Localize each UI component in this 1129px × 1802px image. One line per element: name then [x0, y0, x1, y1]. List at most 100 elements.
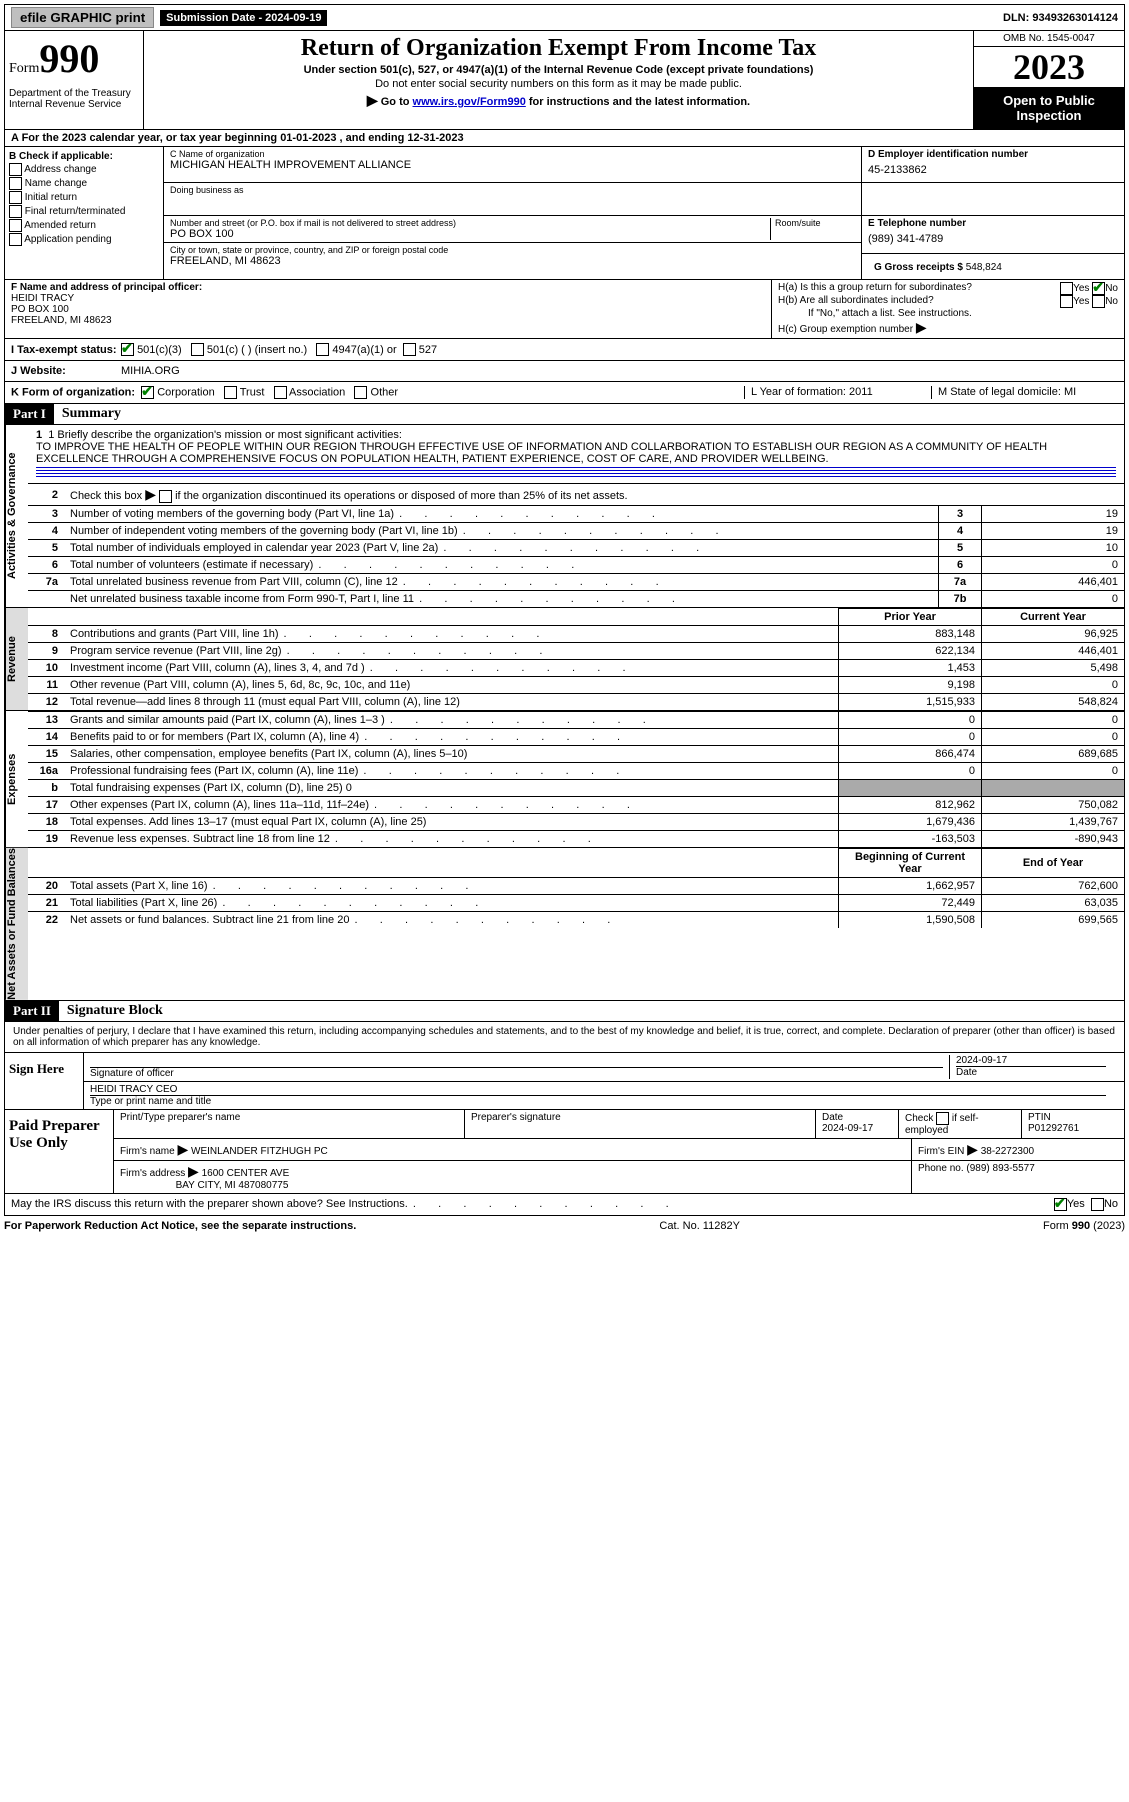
subtitle-1: Under section 501(c), 527, or 4947(a)(1)… — [148, 64, 969, 76]
website-value: MIHIA.ORG — [121, 365, 180, 377]
line-2: Check this box ▶ if the organization dis… — [62, 484, 1124, 506]
part-1-header: Part I Summary — [4, 404, 1125, 425]
street-address: PO BOX 100 — [170, 228, 770, 240]
row-j-website: J Website: MIHIA.ORG — [4, 361, 1125, 382]
prep-date: 2024-09-17 — [822, 1123, 873, 1134]
ptin: P01292761 — [1028, 1123, 1079, 1134]
section-net-assets: Net Assets or Fund Balances Beginning of… — [4, 848, 1125, 1001]
page-footer: For Paperwork Reduction Act Notice, see … — [4, 1216, 1125, 1236]
chk-initial-return[interactable]: Initial return — [9, 191, 159, 204]
chk-association[interactable] — [274, 386, 287, 399]
col-prior-year: Prior Year — [839, 609, 982, 626]
line-16b: Total fundraising expenses (Part IX, col… — [62, 780, 839, 797]
line-7b: Net unrelated business taxable income fr… — [62, 591, 939, 608]
chk-501c3[interactable] — [121, 343, 134, 356]
irs-discuss-row: May the IRS discuss this return with the… — [4, 1194, 1125, 1216]
chk-self-employed[interactable]: Check if self-employed — [905, 1113, 979, 1136]
subtitle-2: Do not enter social security numbers on … — [148, 78, 969, 90]
officer-name: HEIDI TRACY — [11, 293, 74, 304]
col-beginning: Beginning of Current Year — [839, 849, 982, 878]
form-header: Form990 Department of the Treasury Inter… — [4, 31, 1125, 130]
form-990-footer: Form 990 (2023) — [1043, 1220, 1125, 1232]
officer-name-title: HEIDI TRACY CEO — [90, 1084, 1106, 1096]
chk-name-change[interactable]: Name change — [9, 177, 159, 190]
chk-501c[interactable] — [191, 343, 204, 356]
line-15: Salaries, other compensation, employee b… — [62, 746, 839, 763]
line-19: Revenue less expenses. Subtract line 18 … — [62, 831, 839, 848]
section-revenue: Revenue Prior YearCurrent Year 8Contribu… — [4, 608, 1125, 711]
b-header: B Check if applicable: — [9, 151, 159, 162]
h-note: If "No," attach a list. See instructions… — [778, 308, 1118, 319]
signature-block: Under penalties of perjury, I declare th… — [4, 1022, 1125, 1053]
dba-label: Doing business as — [170, 185, 855, 195]
sign-here: Sign Here Signature of officer 2024-09-1… — [4, 1053, 1125, 1110]
line-21: Total liabilities (Part X, line 26) — [62, 895, 839, 912]
line-17: Other expenses (Part IX, column (A), lin… — [62, 797, 839, 814]
line-7a: Total unrelated business revenue from Pa… — [62, 574, 939, 591]
sig-date: 2024-09-17 — [956, 1055, 1106, 1067]
dept-treasury: Department of the Treasury Internal Reve… — [9, 88, 139, 110]
officer-addr1: PO BOX 100 — [11, 304, 69, 315]
chk-4947[interactable] — [316, 343, 329, 356]
mission-text: TO IMPROVE THE HEALTH OF PEOPLE WITHIN O… — [36, 441, 1116, 465]
tax-year: 2023 — [974, 47, 1124, 87]
firm-name: WEINLANDER FITZHUGH PC — [191, 1146, 328, 1157]
efile-print-button[interactable]: efile GRAPHIC print — [11, 7, 154, 28]
tab-governance: Activities & Governance — [5, 425, 28, 607]
mission-question: 1 1 Briefly describe the organization's … — [36, 429, 1116, 441]
firm-ein: 38-2272300 — [981, 1146, 1034, 1157]
section-activities-governance: Activities & Governance 1 1 Briefly desc… — [4, 425, 1125, 608]
h-c: H(c) Group exemption number ▶ — [778, 319, 1118, 336]
h-a: H(a) Is this a group return for subordin… — [778, 282, 972, 295]
section-f-h: F Name and address of principal officer:… — [4, 280, 1125, 339]
h-b: H(b) Are all subordinates included? — [778, 295, 934, 308]
row-a-tax-year: A For the 2023 calendar year, or tax yea… — [4, 130, 1125, 147]
col-end: End of Year — [982, 849, 1125, 878]
line-6: Total number of volunteers (estimate if … — [62, 557, 939, 574]
line-11: Other revenue (Part VIII, column (A), li… — [62, 677, 839, 694]
chk-final-return[interactable]: Final return/terminated — [9, 205, 159, 218]
m-state-domicile: M State of legal domicile: MI — [931, 386, 1118, 399]
col-current-year: Current Year — [982, 609, 1125, 626]
chk-application-pending[interactable]: Application pending — [9, 233, 159, 246]
phone-value: (989) 341-4789 — [868, 229, 1118, 249]
row-k-form-org: K Form of organization: Corporation Trus… — [4, 382, 1125, 404]
line-4: Number of independent voting members of … — [62, 523, 939, 540]
c-name-label: C Name of organization — [170, 149, 855, 159]
city-label: City or town, state or province, country… — [170, 245, 855, 255]
line-16a: Professional fundraising fees (Part IX, … — [62, 763, 839, 780]
org-name: MICHIGAN HEALTH IMPROVEMENT ALLIANCE — [170, 159, 855, 171]
officer-addr2: FREELAND, MI 48623 — [11, 315, 112, 326]
dln: DLN: 93493263014124 — [997, 10, 1124, 26]
topbar: efile GRAPHIC print Submission Date - 20… — [4, 4, 1125, 31]
line-18: Total expenses. Add lines 13–17 (must eq… — [62, 814, 839, 831]
chk-527[interactable] — [403, 343, 416, 356]
chk-address-change[interactable]: Address change — [9, 163, 159, 176]
chk-discuss-yes[interactable] — [1054, 1198, 1067, 1211]
chk-other[interactable] — [354, 386, 367, 399]
submission-date: Submission Date - 2024-09-19 — [160, 10, 327, 26]
chk-corporation[interactable] — [141, 386, 154, 399]
chk-amended-return[interactable]: Amended return — [9, 219, 159, 232]
irs-link[interactable]: www.irs.gov/Form990 — [413, 96, 526, 108]
section-b-through-g: B Check if applicable: Address change Na… — [4, 147, 1125, 280]
d-ein-label: D Employer identification number — [868, 149, 1118, 160]
line-5: Total number of individuals employed in … — [62, 540, 939, 557]
paid-preparer: Paid Preparer Use Only Print/Type prepar… — [4, 1110, 1125, 1194]
sig-officer-label: Signature of officer — [90, 1068, 174, 1079]
tab-net-assets: Net Assets or Fund Balances — [5, 848, 28, 1000]
chk-trust[interactable] — [224, 386, 237, 399]
chk-discuss-no[interactable] — [1091, 1198, 1104, 1211]
f-label: F Name and address of principal officer: — [11, 282, 202, 293]
subtitle-3: ▶ Go to www.irs.gov/Form990 for instruct… — [148, 92, 969, 109]
room-label: Room/suite — [775, 218, 855, 228]
section-expenses: Expenses 13Grants and similar amounts pa… — [4, 711, 1125, 848]
l-year-formation: L Year of formation: 2011 — [744, 386, 931, 399]
line-9: Program service revenue (Part VIII, line… — [62, 643, 839, 660]
line-12: Total revenue—add lines 8 through 11 (mu… — [62, 694, 839, 711]
prep-name-label: Print/Type preparer's name — [120, 1112, 240, 1123]
cat-no: Cat. No. 11282Y — [659, 1220, 740, 1232]
ein-value: 45-2133862 — [868, 160, 1118, 180]
row-i-tax-status: I Tax-exempt status: 501(c)(3) 501(c) ( … — [4, 339, 1125, 361]
perjury-statement: Under penalties of perjury, I declare th… — [5, 1022, 1124, 1052]
